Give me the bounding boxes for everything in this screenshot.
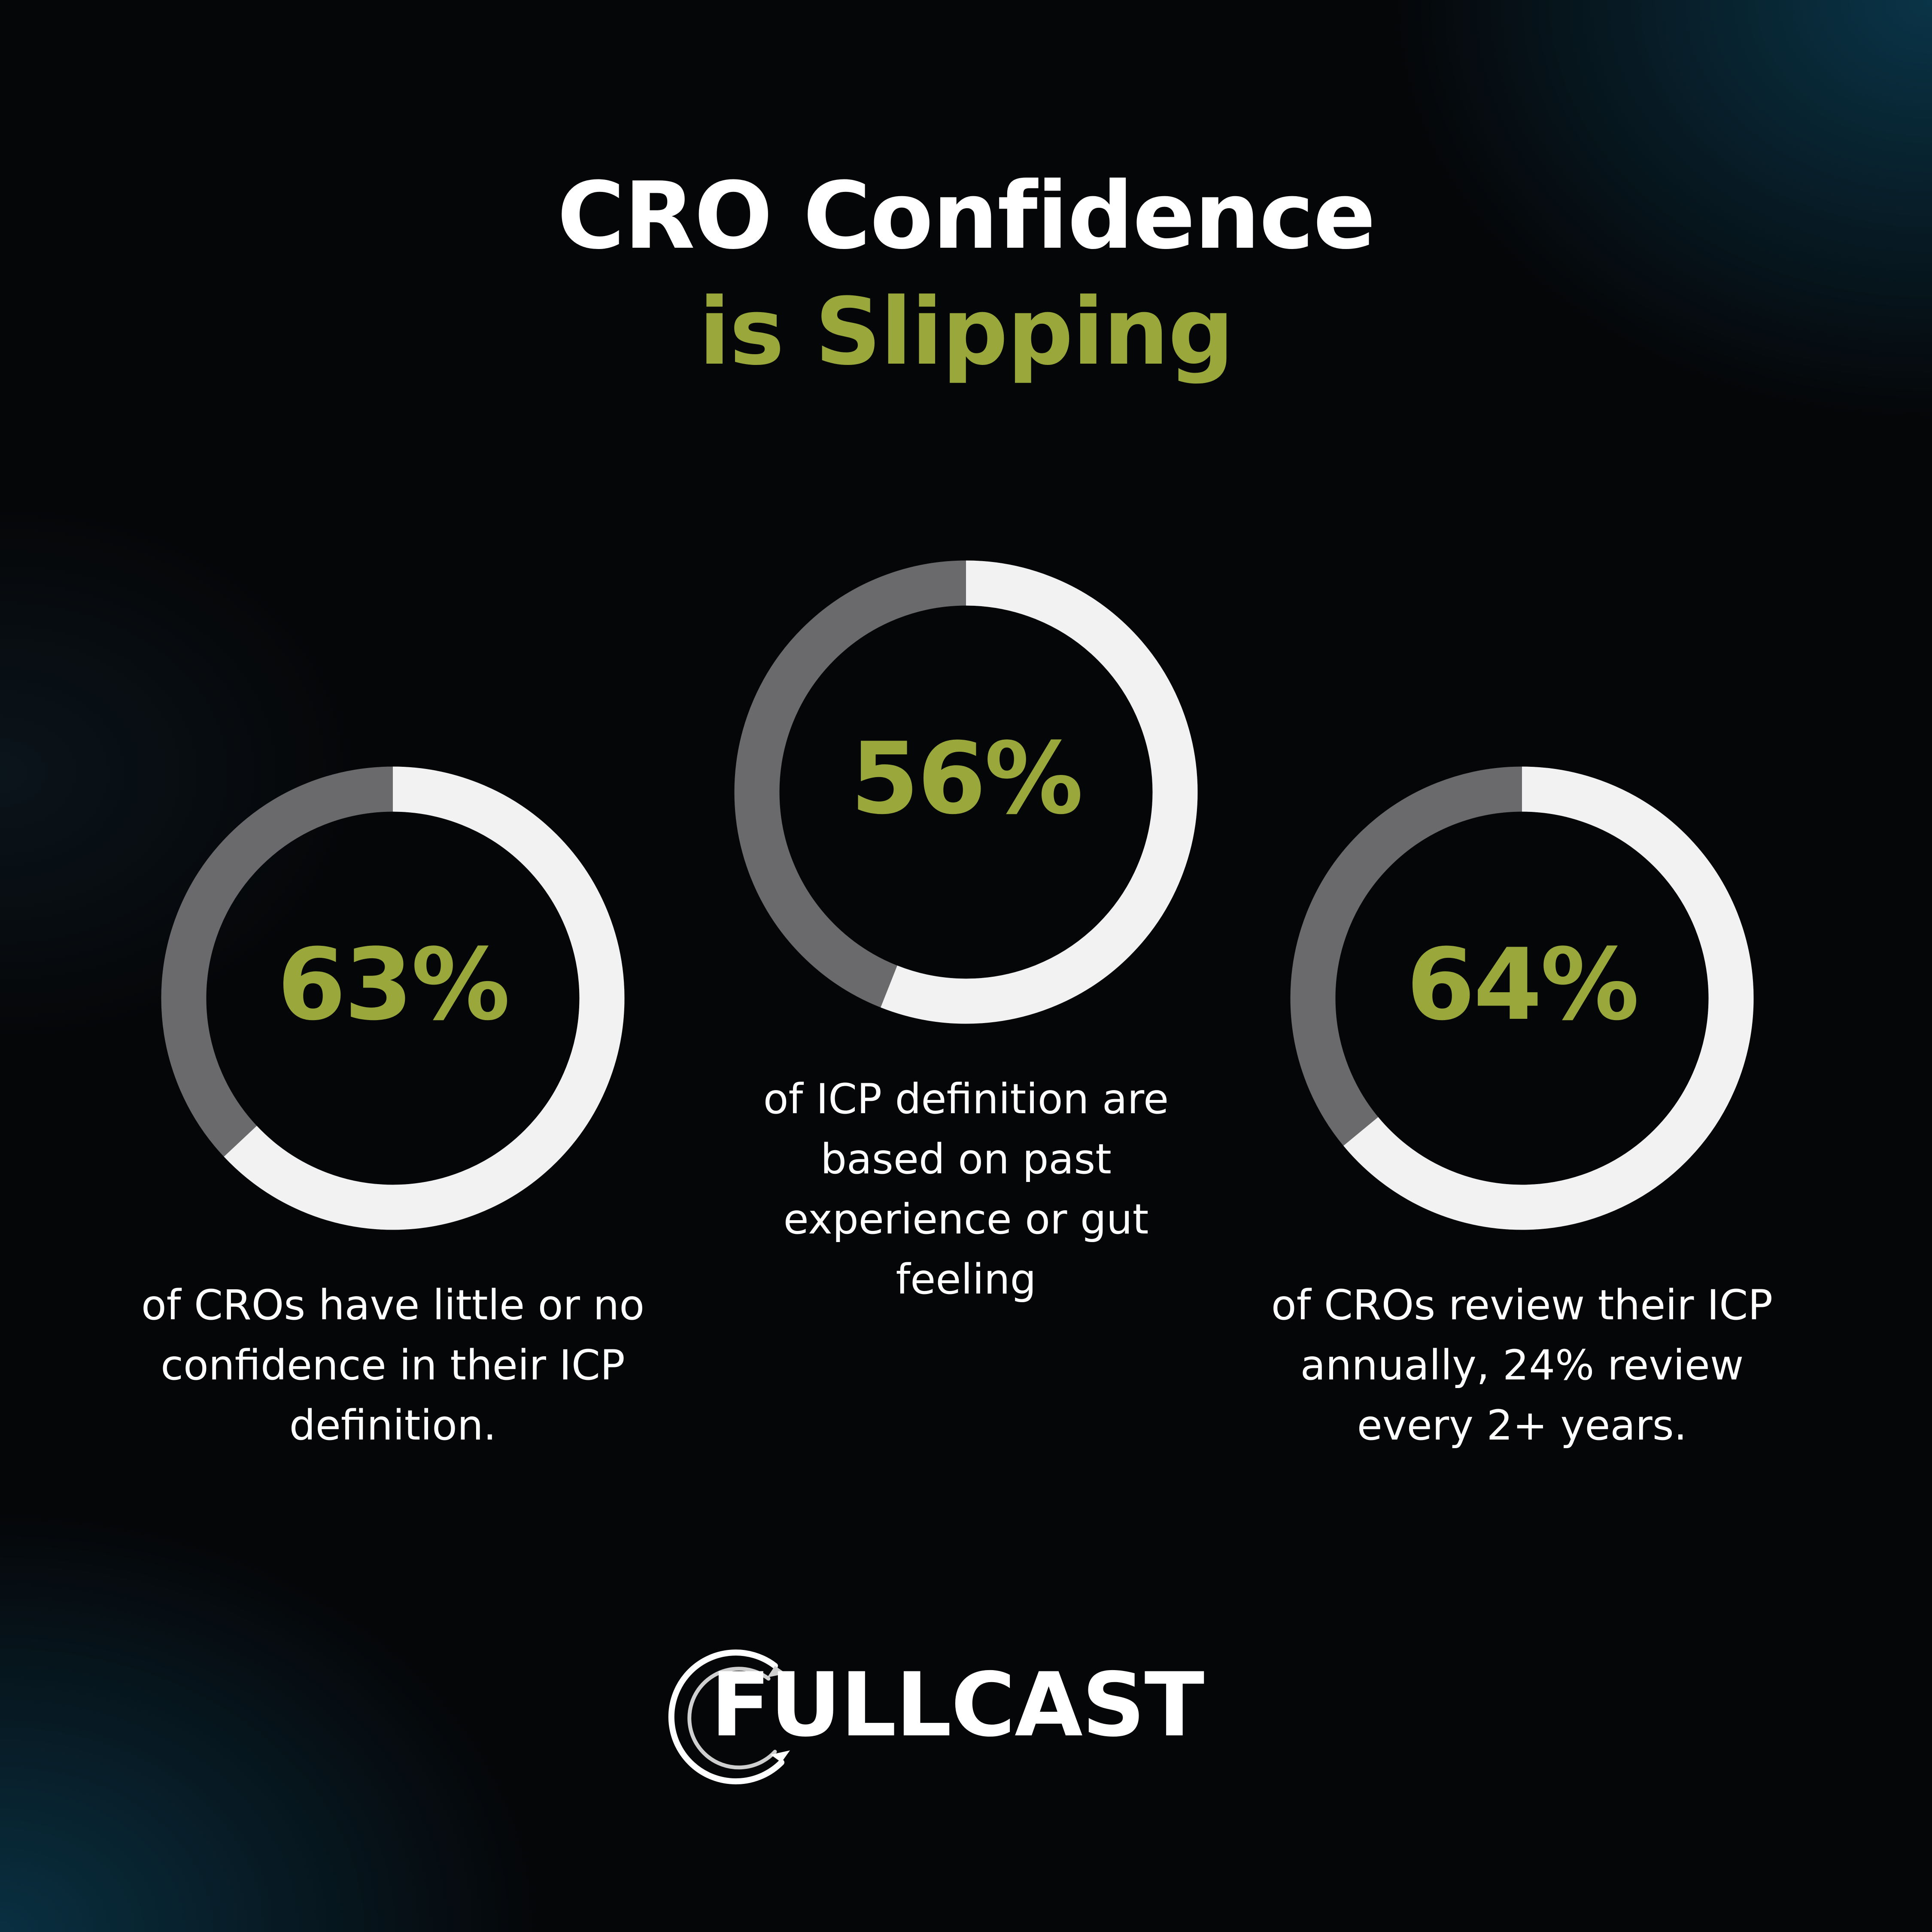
stat-value: 63% (277, 928, 510, 1042)
stat-caption-3: of CROs review their ICP annually, 24% r… (1271, 1281, 1773, 1449)
circular-arrows-icon (668, 1649, 790, 1785)
ring-progress (161, 766, 625, 1230)
stat-ring-1: 63% (161, 766, 625, 1230)
title-line-2: is Slipping (699, 278, 1234, 386)
ring-progress (1290, 766, 1754, 1230)
stat-caption-1: of CROs have little or no confidence in … (141, 1281, 645, 1449)
donut-chart-3 (1290, 766, 1754, 1230)
fullcast-logo: FULLCAST (668, 1642, 1269, 1788)
stat-value: 56% (850, 722, 1084, 836)
donut-chart-1 (161, 766, 625, 1230)
stat-value: 64% (1406, 928, 1640, 1042)
title-line-1: CRO Confidence (557, 162, 1376, 270)
ring-progress (734, 560, 1198, 1024)
donut-chart-2 (734, 560, 1198, 1024)
stat-caption-2: of ICP definition are based on past expe… (763, 1075, 1169, 1303)
logo-wordmark: FULLCAST (711, 1654, 1204, 1756)
stat-ring-3: 64% (1290, 766, 1754, 1230)
stat-ring-2: 56% (734, 560, 1198, 1024)
